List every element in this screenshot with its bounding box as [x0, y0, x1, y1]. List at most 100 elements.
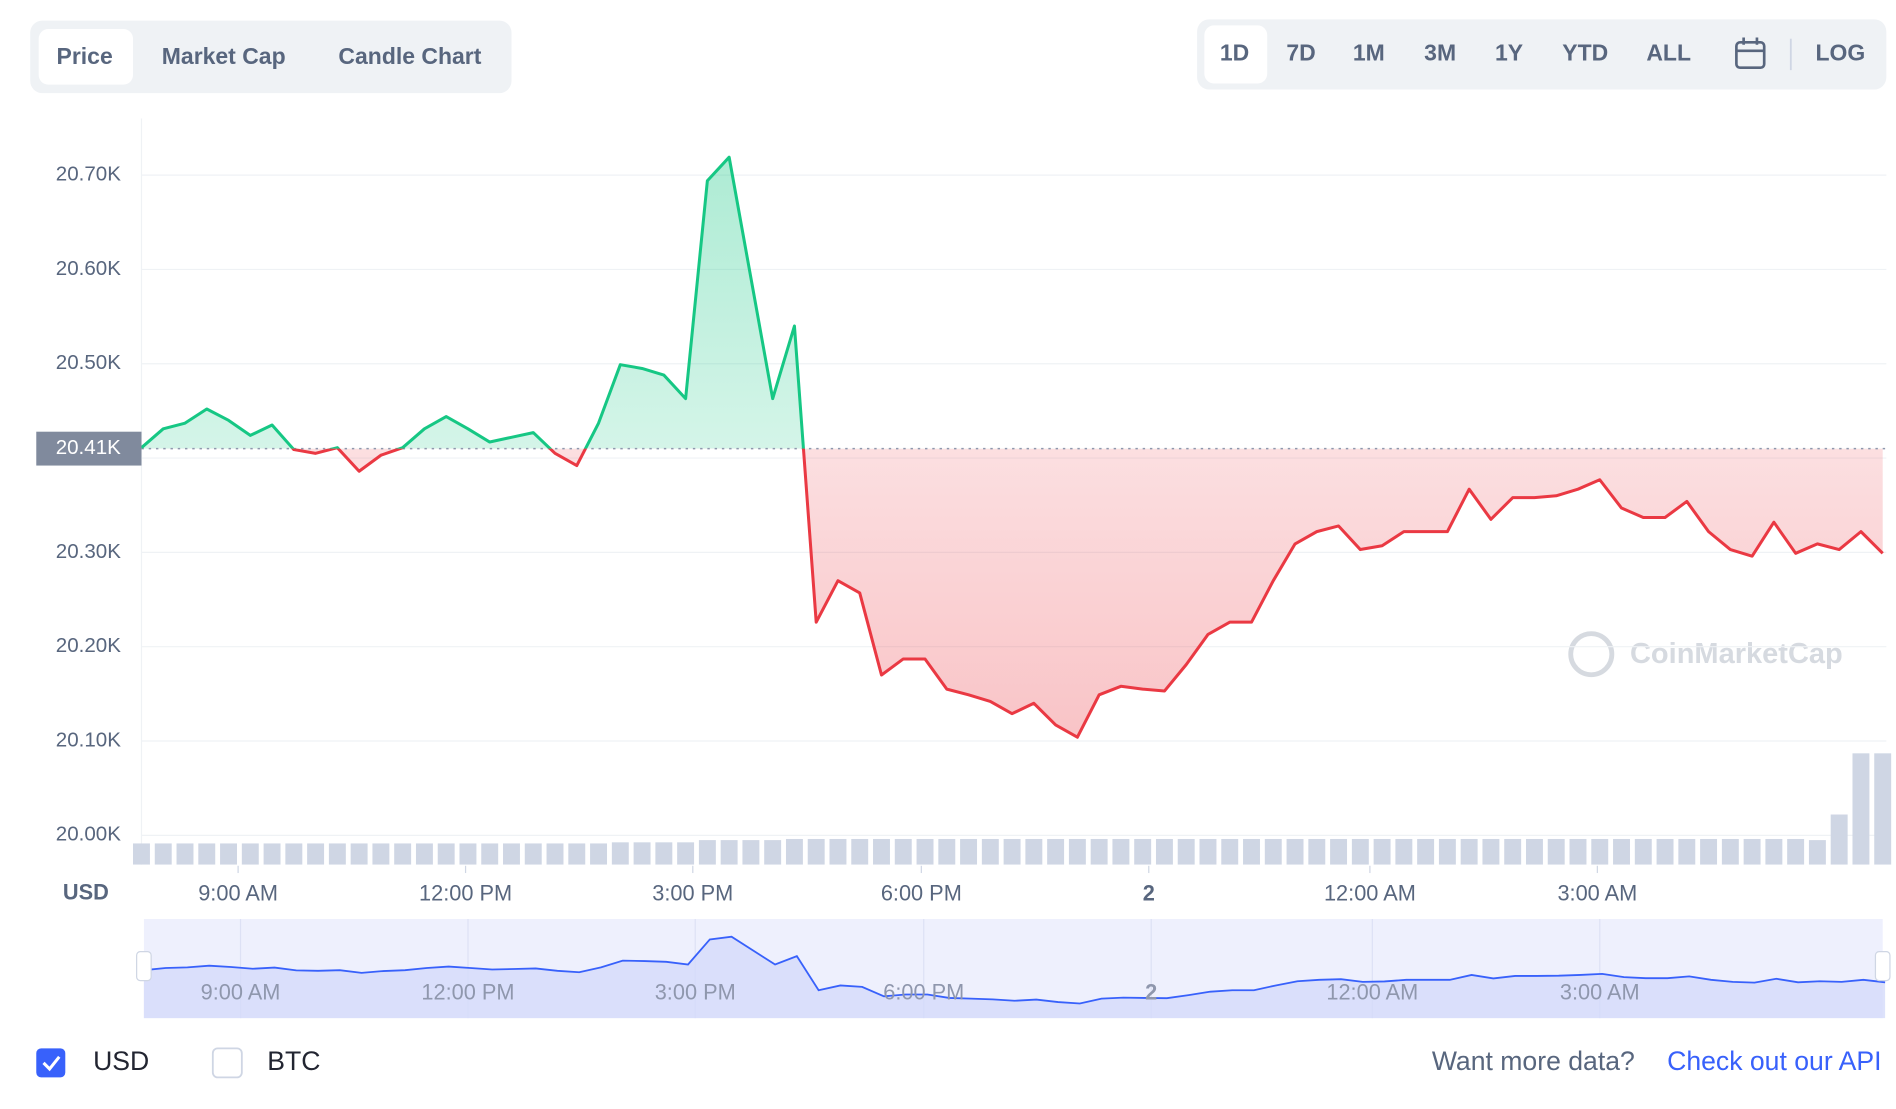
navigator-tick-label: 3:00 AM [1560, 980, 1640, 1005]
y-tick-label: 20.70K [56, 163, 121, 186]
volume-bar [981, 838, 999, 865]
volume-bar [372, 843, 390, 865]
volume-bar [1460, 838, 1478, 865]
volume-bar [546, 843, 564, 865]
range[interactable]: 1Y [1495, 39, 1523, 65]
currency-label[interactable]: USD [93, 1046, 149, 1076]
volume-bar [1155, 838, 1173, 865]
x-tick-label: 12:00 PM [419, 881, 512, 906]
volume-bar [1874, 753, 1892, 865]
volume-bar [1482, 838, 1500, 865]
baseline-label: 20.41K [56, 436, 121, 459]
tab[interactable]: Price [57, 43, 113, 69]
volume-bar [1765, 838, 1783, 865]
volume-bar [1787, 838, 1805, 865]
navigator-handle[interactable] [1874, 951, 1891, 982]
volume-bar [394, 843, 412, 865]
x-tick-label: 12:00 AM [1324, 881, 1416, 906]
navigator-tick-label: 12:00 AM [1326, 980, 1418, 1005]
volume-bar [1634, 838, 1652, 865]
api-link[interactable]: Check out our API [1667, 1046, 1881, 1076]
range[interactable]: 3M [1424, 39, 1456, 65]
tab-group [30, 20, 512, 94]
volume-bar [611, 842, 629, 865]
volume-bar [1547, 838, 1565, 865]
y-tick-label: 20.20K [56, 634, 121, 657]
volume-bar [1221, 838, 1239, 865]
volume-bar [1308, 838, 1326, 865]
active-tab[interactable] [38, 29, 134, 85]
volume-bar [807, 838, 825, 865]
volume-bar [742, 840, 760, 865]
navigator-tick-label: 12:00 PM [421, 980, 514, 1005]
tab[interactable]: Candle Chart [338, 43, 481, 69]
calendar-icon[interactable] [1735, 37, 1766, 70]
volume-bar [1351, 838, 1369, 865]
currency-label[interactable]: BTC [267, 1046, 320, 1076]
x-tick-label: 9:00 AM [198, 881, 278, 906]
range[interactable]: 1M [1353, 39, 1385, 65]
api-prompt: Want more data? [1432, 1046, 1635, 1076]
volume-bar [1743, 838, 1761, 865]
navigator-tick-label: 2 [1145, 980, 1157, 1005]
range-group [1197, 19, 1887, 90]
tab[interactable]: Market Cap [162, 43, 286, 69]
volume-bar [198, 843, 216, 865]
line-above [140, 155, 805, 449]
volume-bar [851, 838, 869, 865]
y-tick-label: 20.00K [56, 823, 121, 846]
y-tick-label: 20.60K [56, 257, 121, 280]
volume-bar [503, 843, 520, 865]
volume-bar [307, 843, 325, 865]
volume-bar [1504, 838, 1522, 865]
volume-bar [1525, 838, 1543, 865]
area-above [141, 157, 804, 449]
x-tick-label: 2 [1143, 881, 1155, 906]
volume-bar [1678, 838, 1696, 865]
navigator-tick-label: 3:00 PM [655, 980, 736, 1005]
volume-bar [1613, 838, 1630, 865]
volume-bar [1286, 838, 1304, 865]
volume-bar [1656, 838, 1674, 865]
volume-bar [916, 838, 934, 865]
volume-bar [1830, 814, 1848, 865]
y-tick-label: 20.10K [56, 728, 121, 751]
volume-bar [1047, 838, 1065, 865]
navigator-handle[interactable] [136, 951, 152, 982]
x-tick-label: 6:00 PM [881, 881, 962, 906]
active-range[interactable] [1204, 25, 1268, 84]
range[interactable]: 7D [1286, 39, 1315, 65]
navigator-tick-label: 6:00 PM [883, 980, 964, 1005]
volume-bar [1112, 838, 1130, 865]
volume-bar [1438, 838, 1456, 865]
volume-bar [764, 840, 782, 865]
volume-bar [960, 838, 978, 865]
checkbox[interactable] [36, 1048, 66, 1078]
volume-bar [633, 842, 651, 865]
range[interactable]: 1D [1220, 39, 1249, 65]
watermark-text: CoinMarketCap [1630, 638, 1843, 670]
y-tick-label: 20.50K [56, 351, 121, 374]
volume-bar [1003, 838, 1021, 865]
navigator-area [143, 936, 1886, 1019]
range[interactable]: ALL [1646, 39, 1691, 65]
volume-bar [459, 843, 477, 865]
volume-bar [568, 843, 586, 865]
volume-bar [1134, 838, 1152, 865]
checkbox[interactable] [211, 1047, 243, 1079]
volume-bar [1025, 838, 1043, 865]
volume-bar [1852, 753, 1870, 865]
volume-bar [1330, 838, 1348, 865]
volume-bar [655, 842, 673, 865]
volume-bar [133, 843, 150, 865]
volume-bar [677, 842, 695, 865]
y-axis-unit: USD [63, 879, 109, 904]
range[interactable]: YTD [1562, 39, 1608, 65]
range[interactable]: LOG [1815, 39, 1865, 65]
volume-bar [415, 843, 433, 865]
baseline-label-box [36, 431, 142, 466]
volume-bar [1243, 838, 1260, 865]
volume-bar [263, 843, 281, 865]
volume-bar [176, 843, 194, 865]
